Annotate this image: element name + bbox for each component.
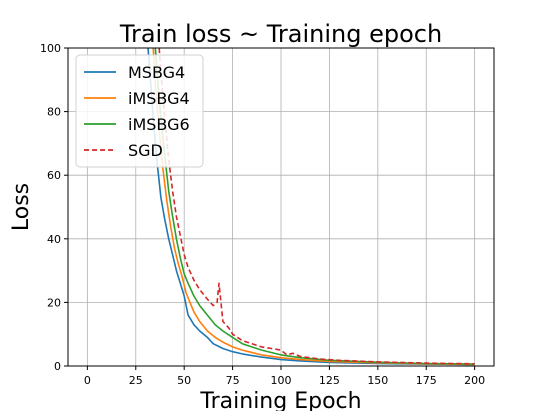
legend-label-imsbg6: iMSBG6 <box>128 115 190 134</box>
y-tick-label: 20 <box>47 296 61 309</box>
series-line-imsbg4 <box>152 48 475 366</box>
series-line-msbg4 <box>147 48 475 366</box>
series-line-imsbg6 <box>154 48 475 365</box>
x-tick-label: 150 <box>367 374 388 387</box>
y-tick-label: 80 <box>47 106 61 119</box>
series-lines <box>147 48 475 366</box>
x-tick-label: 100 <box>271 374 292 387</box>
x-axis-ticks: 0 25 50 75 100 125 150 175 200 <box>84 366 485 387</box>
legend-box <box>75 54 204 168</box>
y-axis-title: Loss <box>9 183 34 231</box>
legend-label-sgd: SGD <box>128 141 163 160</box>
y-tick-label: 40 <box>47 233 61 246</box>
y-tick-label: 100 <box>40 42 61 55</box>
series-line-sgd <box>158 48 475 365</box>
y-tick-label: 0 <box>54 360 61 373</box>
y-axis-ticks: 0 20 40 60 80 100 <box>40 42 68 373</box>
legend: MSBG4 iMSBG4 iMSBG6 SGD <box>75 54 204 168</box>
x-tick-label: 75 <box>226 374 240 387</box>
legend-label-imsbg4: iMSBG4 <box>128 89 190 108</box>
chart-title: Train loss ~ Training epoch <box>119 20 442 48</box>
legend-label-msbg4: MSBG4 <box>128 63 185 82</box>
y-tick-label: 60 <box>47 169 61 182</box>
x-tick-label: 50 <box>177 374 191 387</box>
x-tick-label: 25 <box>129 374 143 387</box>
x-tick-label: 0 <box>84 374 91 387</box>
x-tick-label: 125 <box>319 374 340 387</box>
x-tick-label: 175 <box>416 374 437 387</box>
x-axis-title: Training Epoch <box>199 389 361 411</box>
x-tick-label: 200 <box>464 374 485 387</box>
